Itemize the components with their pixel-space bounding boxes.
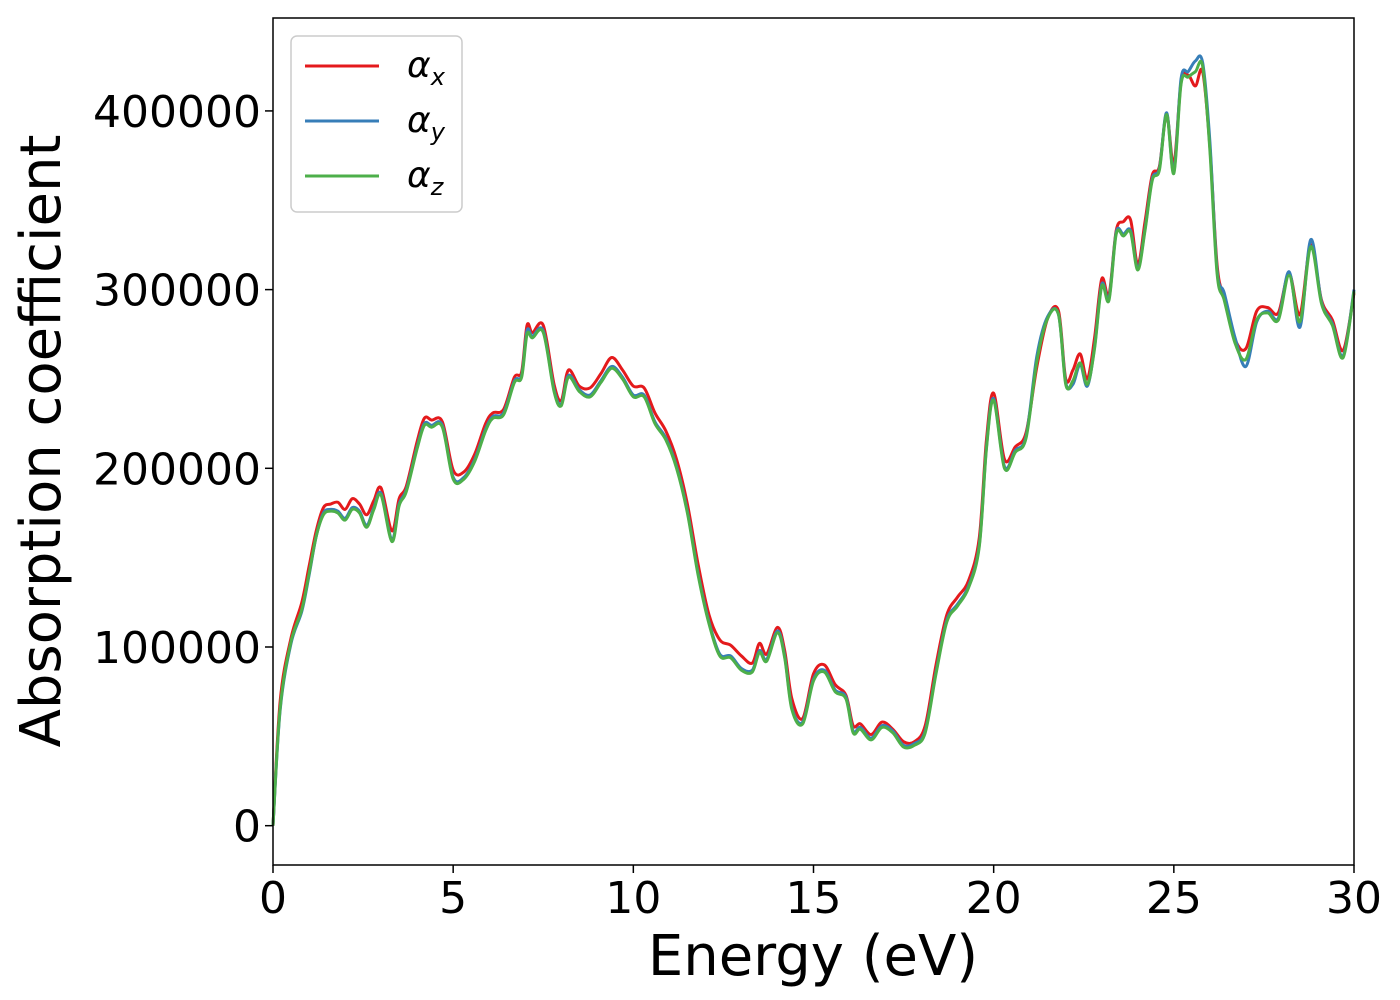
legend-item-y: αy [305,100,446,146]
y-tick-label: 0 [233,802,261,853]
ticks-layer: 0 5 10 15 20 25 30 0 100000 200000 300000 400000 [93,87,1382,924]
x-tick-label: 25 [1146,873,1202,924]
legend: αx αy αz [290,35,463,213]
legend-label: αz [407,155,445,201]
y-tick-label: 400000 [93,87,261,138]
x-tick-label: 15 [786,873,842,924]
legend-item-x: αx [305,45,446,91]
y-axis-label: Absorption coefficient [9,135,74,748]
legend-label: αx [407,45,446,91]
y-tick-label: 100000 [93,623,261,674]
legend-box [290,35,463,213]
legend-label: αy [407,100,446,146]
series-layer [271,54,1356,826]
x-axis-label: Energy (eV) [648,924,978,989]
x-tick-label: 0 [259,873,287,924]
x-tick-label: 10 [605,873,661,924]
x-tick-label: 30 [1326,873,1382,924]
y-tick-label: 300000 [93,266,261,317]
x-tick-label: 20 [966,873,1022,924]
y-tick-label: 200000 [93,444,261,495]
x-tick-label: 5 [439,873,467,924]
legend-item-z: αz [305,155,445,201]
series-line-z [271,59,1356,826]
